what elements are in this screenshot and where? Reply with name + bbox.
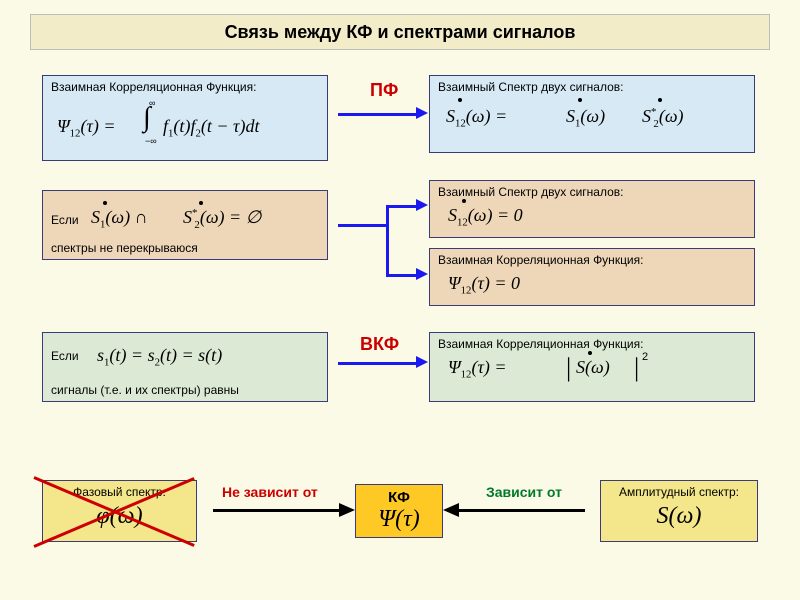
label-pf: ПФ	[370, 80, 398, 101]
arrow-amp-kf-head	[443, 503, 459, 517]
label-vcf-2: Взаимная Корреляционная Функция:	[438, 253, 746, 267]
arrow-vkf	[338, 362, 416, 365]
label-vkf: ВКФ	[360, 334, 399, 355]
arrow-pf-head	[416, 107, 428, 119]
box-vsp-product: Взаимный Спектр двух сигналов: S12(ω) = …	[429, 75, 755, 153]
arrow-branch-t2	[386, 274, 416, 277]
title-text: Связь между КФ и спектрами сигналов	[225, 22, 576, 43]
box-amp-spectrum: Амплитудный спектр: S(ω)	[600, 480, 758, 542]
box-psi12-zero: Взаимная Корреляционная Функция: Ψ12(τ) …	[429, 248, 755, 306]
label-kf: КФ	[364, 489, 434, 506]
arrow-branch-t1	[386, 205, 416, 208]
arrow-amp-kf	[459, 509, 585, 512]
label-depends: Зависит от	[486, 484, 562, 500]
label-amp: Амплитудный спектр:	[609, 485, 749, 499]
arrow-branch-h	[338, 224, 388, 227]
label-not-depends: Не зависит от	[222, 484, 318, 500]
label-vsp-1: Взаимный Спектр двух сигналов:	[438, 80, 746, 94]
arrow-pf	[338, 113, 416, 116]
box-kf: КФ Ψ(τ)	[355, 484, 443, 538]
label-signals-equal: сигналы (т.е. и их спектры) равны	[51, 383, 239, 397]
label-if-2: Если	[51, 349, 79, 363]
arrow-vkf-head	[416, 356, 428, 368]
arrow-branch-v	[386, 205, 389, 277]
label-no-overlap: спектры не перекрываюся	[51, 241, 198, 255]
box-s12-zero: Взаимный Спектр двух сигналов: S12(ω) = …	[429, 180, 755, 238]
box-psi12-somega: Взаимная Корреляционная Функция: Ψ12(τ) …	[429, 332, 755, 402]
box-if-no-overlap: Если S1(ω) ∩ S*2(ω) = ∅ спектры не перек…	[42, 190, 328, 260]
label-if-1: Если	[51, 213, 79, 227]
box-if-equal: Если s1(t) = s2(t) = s(t) сигналы (т.е. …	[42, 332, 328, 402]
arrow-branch-head2	[416, 268, 428, 280]
page-title: Связь между КФ и спектрами сигналов	[30, 14, 770, 50]
arrow-branch-head1	[416, 199, 428, 211]
label-vcf: Взаимная Корреляционная Функция:	[51, 80, 319, 94]
arrow-phase-kf	[213, 509, 343, 512]
label-vsp-2: Взаимный Спектр двух сигналов:	[438, 185, 746, 199]
label-vcf-3: Взаимная Корреляционная Функция:	[438, 337, 746, 351]
arrow-phase-kf-head	[339, 503, 355, 517]
box-vcf-integral: Взаимная Корреляционная Функция: Ψ12(τ) …	[42, 75, 328, 161]
